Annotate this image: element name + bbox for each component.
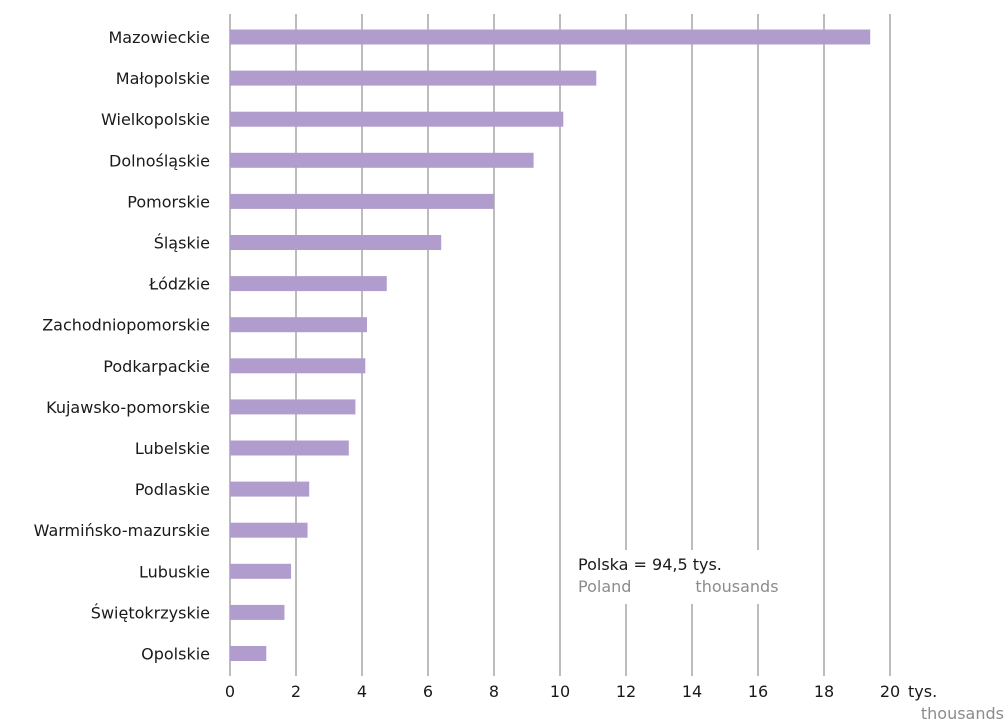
category-labels: Mazowieckie Małopolskie Wielkopolskie Dolno…: [34, 28, 210, 664]
total-text-en-poland: Poland: [578, 577, 632, 596]
total-text-en: Poland thousands: [578, 576, 779, 598]
total-text-en-thousands: thousands: [695, 577, 779, 596]
category-label: Śląskie: [154, 234, 210, 253]
category-label: Podlaskie: [135, 480, 210, 499]
bar: [230, 522, 308, 538]
category-label: Świętokrzyskie: [91, 603, 210, 622]
bar: [230, 440, 349, 456]
x-tick-label: 2: [291, 682, 301, 701]
category-label: Lubelskie: [135, 439, 210, 458]
category-label: Lubuskie: [139, 562, 210, 581]
bar: [230, 317, 367, 333]
x-tick-label: 6: [423, 682, 433, 701]
category-label: Zachodniopomorskie: [42, 316, 210, 335]
bar: [230, 235, 442, 250]
x-tick-label: 8: [489, 682, 499, 701]
category-label: Małopolskie: [116, 69, 210, 88]
bar: [230, 152, 534, 168]
bar: [230, 29, 871, 45]
bar: [230, 563, 292, 579]
bar: [230, 193, 494, 209]
bar: [230, 399, 356, 415]
bar: [230, 358, 366, 374]
x-tick-label: 12: [616, 682, 636, 701]
bar: [230, 646, 267, 661]
bar: [230, 70, 597, 86]
category-label: Mazowieckie: [108, 28, 210, 47]
x-tick-label: 10: [550, 682, 570, 701]
x-tick-label: 18: [814, 682, 834, 701]
x-unit-label-en: thousands: [921, 704, 1004, 723]
x-tick-label: 16: [748, 682, 768, 701]
category-label: Wielkopolskie: [101, 110, 210, 129]
bar: [230, 276, 387, 292]
x-tick-label: 20: [880, 682, 900, 701]
category-label: Pomorskie: [127, 192, 210, 211]
bar: [230, 481, 310, 497]
x-tick-labels: 0 2 4 6 8 10 12 14 16 18 20: [225, 682, 900, 701]
x-tick-label: 0: [225, 682, 235, 701]
category-label: Podkarpackie: [103, 357, 210, 376]
category-label: Warmińsko-mazurskie: [34, 521, 210, 540]
category-label: Opolskie: [141, 645, 210, 664]
total-annotation: Polska = 94,5 tys. Poland thousands: [568, 550, 789, 604]
bar: [230, 111, 564, 127]
category-label: Kujawsko-pomorskie: [46, 398, 210, 417]
category-label: Łódzkie: [148, 275, 210, 294]
x-unit-label: tys.: [908, 682, 937, 701]
category-label: Dolnośląskie: [109, 151, 210, 170]
total-text: Polska = 94,5 tys.: [578, 555, 722, 574]
bar: [230, 604, 285, 620]
x-tick-label: 14: [682, 682, 702, 701]
x-tick-label: 4: [357, 682, 367, 701]
bars: [230, 29, 871, 661]
